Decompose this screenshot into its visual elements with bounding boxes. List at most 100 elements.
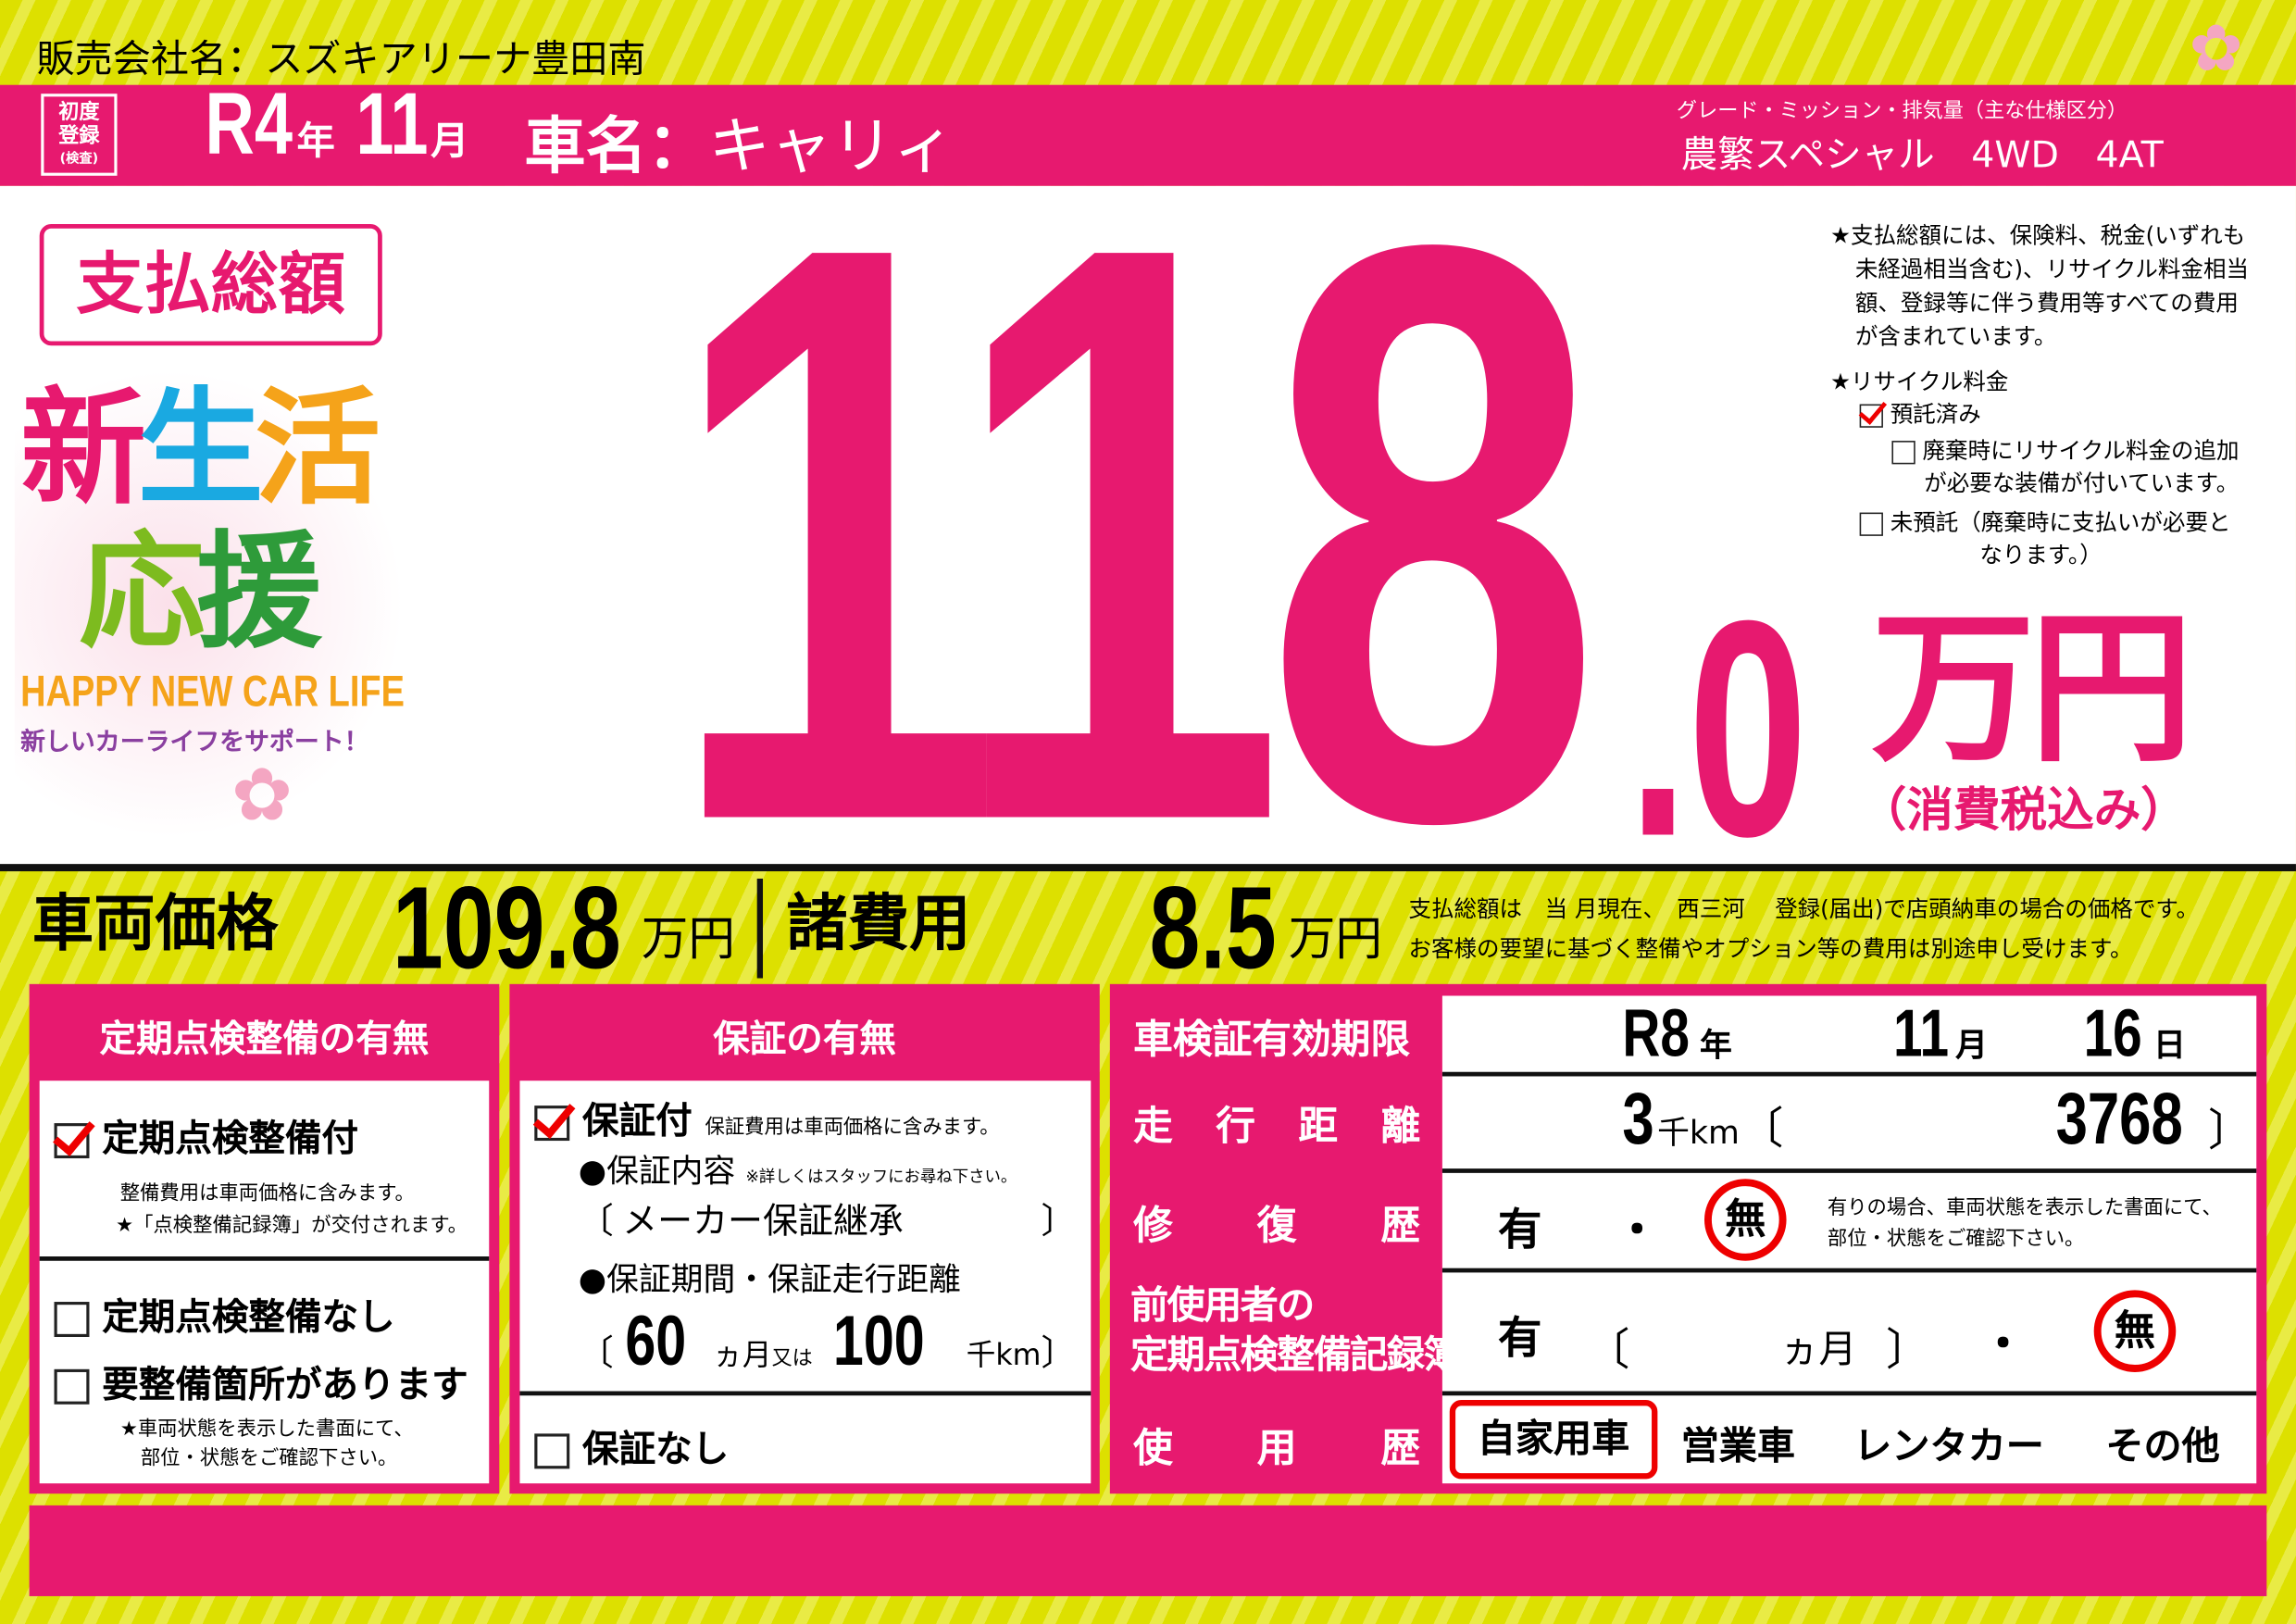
recycle-fee: ★リサイクル料金 預託済み 廃棄時にリサイクル料金の追加 が必要な装備が付いていま…: [1830, 366, 2240, 570]
campaign-line2: 応援: [79, 531, 322, 656]
note-line: 額、登録等に伴う費用等すべての費用: [1854, 290, 2239, 317]
divider: [1441, 1168, 2257, 1173]
fees: 8.5: [1149, 862, 1313, 993]
warranty-title: 保証の有無: [713, 1018, 896, 1061]
option-label: 保証なし: [582, 1428, 730, 1470]
year: R4: [205, 74, 293, 173]
usage-option-selected[interactable]: 自家用車: [1449, 1400, 1658, 1480]
bracket: 〕: [1886, 1325, 1930, 1377]
recycle-option-deposited[interactable]: 預託済み: [1830, 398, 2240, 431]
warranty-body: 保証付 保証費用は車両価格に含みます。 ●保証内容 ※詳しくはスタッフにお尋ね下…: [519, 1081, 1092, 1484]
mileage-exact-wrap: 3768: [2055, 1078, 2219, 1160]
grade-value: 農繁スペシャル 4WD 4AT: [1680, 132, 2164, 176]
footer-bar: [29, 1505, 2267, 1596]
month: 11: [1892, 993, 1949, 1071]
year: R8: [1622, 993, 1690, 1071]
usage-option[interactable]: レンタカー: [1853, 1424, 2044, 1469]
label-line: 定期点検整備記録簿: [1129, 1333, 1461, 1379]
label-line: (検査): [59, 152, 99, 168]
inspection-with[interactable]: 定期点検整備付: [54, 1110, 359, 1163]
spec-label: 使 用 歴: [1133, 1426, 1421, 1472]
note-line: が含まれています。: [1854, 323, 2057, 351]
spec-mileage: 走 行 距 離 3 千km〔 3768 〕: [1110, 1076, 2266, 1168]
car-name: 車名：キャリィ: [524, 96, 955, 185]
campaign-artwork: 新生活 応援 HAPPY NEW CAR LIFE 新しいカーライフをサポート！…: [14, 366, 405, 843]
car-name-label: 車名：: [524, 109, 709, 182]
checkbox-checked[interactable]: [1859, 403, 1883, 428]
recycle-option-extra[interactable]: 廃棄時にリサイクル料金の追加 が必要な装備が付いています。: [1830, 435, 2240, 500]
checkbox[interactable]: [1859, 511, 1883, 536]
campaign-subtitle: 新しいカーライフをサポート！: [20, 728, 369, 757]
spec-usage: 使 用 歴 自家用車 営業車 レンタカー その他: [1110, 1395, 2266, 1483]
warranty-period-label: ●保証期間・保証走行距離: [578, 1262, 961, 1299]
expiry-value: R8 年 11 月 16 日: [1622, 995, 2185, 1069]
inspection-needs[interactable]: 要整備箇所があります: [54, 1356, 468, 1409]
checkbox[interactable]: [54, 1368, 90, 1405]
note-line: 支払総額は 当 月現在、 西三河 登録(届出)で店頭納車の場合の価格です。: [1408, 895, 2200, 923]
separator: ・: [1615, 1205, 1659, 1257]
bracket: 〔: [578, 1332, 614, 1374]
option-label: 定期点検整備なし: [102, 1295, 395, 1339]
bracket: 〕: [1041, 1332, 1077, 1374]
bracket: 〕: [2208, 1106, 2252, 1157]
repair-no-selected[interactable]: 無: [1703, 1179, 1787, 1261]
total-price: 118: [667, 123, 1902, 943]
note-line: ★車両状態を表示した書面にて、: [119, 1417, 414, 1442]
label-line: 前使用者の: [1129, 1284, 1315, 1329]
mileage-thousand: 3: [1622, 1078, 1654, 1160]
char: 応: [79, 519, 205, 667]
fees-label: 諸費用: [786, 887, 971, 959]
warranty-distance: 100: [832, 1303, 925, 1381]
usage-option[interactable]: その他: [2105, 1424, 2220, 1469]
spec-records: 前使用者の 定期点検整備記録簿 有 〔 ヵ月 〕 ・ 無: [1110, 1272, 2266, 1393]
warranty-period: 〔 60 ヵ月 又は 100 千km 〕: [579, 1307, 1077, 1378]
recycle-option-not-deposited[interactable]: 未預託（廃棄時に支払いが必要と なります。）: [1830, 506, 2240, 571]
price-note: 支払総額は 当 月現在、 西三河 登録(届出)で店頭納車の場合の価格です。 お客様…: [1408, 891, 2199, 969]
bracket: 〕: [1041, 1200, 1077, 1243]
checkbox-checked[interactable]: [534, 1106, 570, 1142]
fees-value: 8.5: [1149, 862, 1277, 993]
usage-option[interactable]: 営業車: [1680, 1424, 1796, 1469]
note-line: 部位・状態をご確認下さい。: [1827, 1227, 2085, 1251]
mileage-exact: 3768: [2055, 1078, 2183, 1160]
char: 新: [20, 376, 146, 523]
checkbox[interactable]: [1891, 440, 1915, 464]
spec-label: 走 行 距 離: [1133, 1104, 1421, 1150]
repair-yes[interactable]: 有: [1497, 1205, 1542, 1257]
checkbox[interactable]: [534, 1433, 570, 1469]
note-line: ★支払総額には、保険料、税金(いずれも: [1829, 222, 2246, 249]
char: 生: [137, 376, 264, 523]
total-decimal-wrap: .0: [1628, 575, 1885, 881]
dealer: 販売会社名：スズキアリーナ豊田南: [37, 30, 646, 84]
option-label: 未預託（廃棄時に支払いが必要と: [1890, 509, 2231, 536]
car-name-value: キャリィ: [708, 109, 955, 182]
records-yes[interactable]: 有: [1497, 1313, 1542, 1366]
distance-unit: 千km: [966, 1337, 1042, 1372]
checkbox-checked[interactable]: [54, 1123, 90, 1159]
total-label: 支払総額: [39, 223, 382, 346]
header-bar: 初度 登録 (検査) R4 年 11 月 車名：キャリィ グレード・ミッション・排気量（主…: [0, 75, 2296, 186]
warranty-none[interactable]: 保証なし: [534, 1420, 729, 1473]
total-unit: 万円: [1871, 594, 2193, 785]
records-no-selected[interactable]: 無: [2093, 1290, 2177, 1372]
warranty-panel: 保証の有無 保証付 保証費用は車両価格に含みます。 ●保証内容 ※詳しくはスタッ…: [509, 983, 1100, 1494]
inspection-without[interactable]: 定期点検整備なし: [54, 1289, 395, 1342]
divider: [0, 864, 2296, 872]
divider: [39, 1256, 490, 1261]
warranty-with[interactable]: 保証付 保証費用は車両価格に含みます。: [534, 1093, 1000, 1145]
label: ●保証内容: [578, 1154, 736, 1191]
months-unit: ヵ月: [713, 1337, 772, 1372]
warranty-months: 60: [625, 1303, 687, 1381]
inspection-body: 定期点検整備付 整備費用は車両価格に含みます。 ★「点検整備記録簿」が交付されます…: [39, 1081, 490, 1484]
bracket: 〔: [578, 1200, 614, 1243]
campaign-line1: 新生活: [20, 387, 381, 513]
content-note: ※詳しくはスタッフにお尋ね下さい。: [745, 1167, 1017, 1187]
spec-label: 前使用者の 定期点検整備記録簿: [1129, 1281, 1461, 1381]
divider: [756, 878, 764, 979]
vehicle-price-unit: 万円: [641, 910, 735, 967]
note-line: ★「点検整備記録簿」が交付されます。: [115, 1214, 468, 1238]
divider: [1441, 1268, 2257, 1273]
checkbox[interactable]: [54, 1302, 90, 1338]
spec-label: 車検証有効期限: [1133, 1018, 1411, 1064]
recycle-title: ★リサイクル料金: [1829, 369, 2009, 396]
